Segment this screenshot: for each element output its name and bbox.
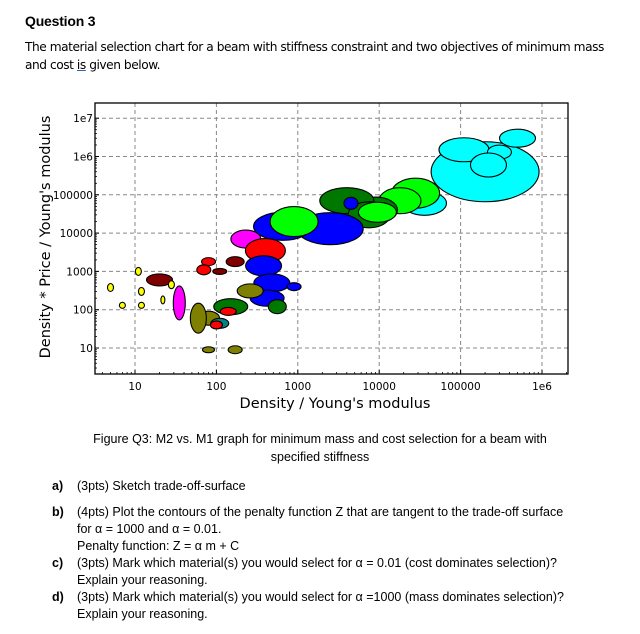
question-text: (3pts) Mark which material(s) you would … — [77, 556, 557, 570]
material-bubble-blue — [286, 282, 302, 292]
y-tick-label: 1000 — [66, 266, 93, 278]
axis-ticks: 10 100 1000 10000 100000 1e6 10 100 1000 10000 100… — [53, 113, 567, 393]
x-tick-label: 10 — [128, 381, 141, 393]
x-tick-label: 100000 — [441, 381, 481, 393]
material-bubble-yellow — [137, 286, 145, 296]
y-axis-label: Density * Price / Young's modulus — [38, 116, 54, 359]
y-tick-label: 10 — [80, 343, 93, 355]
question-label: a) — [52, 479, 64, 493]
material-bubble-blue — [245, 255, 283, 277]
figure-caption: Figure Q3: M2 vs. M1 graph for minimum m… — [60, 430, 580, 466]
question-text: for α = 1000 and α = 0.01. — [77, 522, 222, 536]
question-text: Explain your reasoning. — [77, 607, 208, 621]
question-title: Question 3 — [25, 13, 96, 29]
material-bubble-maroon — [212, 267, 228, 275]
material-bubble-yellow — [106, 282, 115, 293]
material-bubble-olive — [227, 345, 243, 355]
question-a: a) (3pts) Sketch trade-off-surface — [52, 478, 622, 495]
intro-text-end: given below. — [85, 58, 161, 72]
material-bubble-yellow — [167, 280, 175, 290]
question-list: a) (3pts) Sketch trade-off-surface b) (4… — [52, 478, 622, 623]
material-bubble-olive — [236, 283, 264, 299]
x-tick-label: 100 — [206, 381, 226, 393]
material-bubble-darkgreen — [267, 299, 287, 315]
question-text: Penalty function: Z = α m + C — [77, 539, 240, 553]
material-bubble-green — [357, 201, 397, 223]
question-text: (3pts) Mark which material(s) you would … — [77, 590, 564, 604]
material-bubble-red — [209, 320, 223, 330]
question-text: Explain your reasoning. — [77, 573, 208, 587]
question-text: (3pts) Sketch trade-off-surface — [77, 479, 246, 493]
material-bubble-yellow — [134, 266, 142, 276]
question-d: d) (3pts) Mark which material(s) you wou… — [52, 589, 622, 623]
material-bubble-yellow — [118, 301, 126, 309]
caption-line-2: specified stiffness — [270, 450, 370, 464]
grammar-underlined-word: is — [76, 58, 86, 72]
material-bubble-maroon — [225, 256, 245, 268]
x-tick-label: 1000 — [284, 381, 311, 393]
x-axis-label: Density / Young's modulus — [240, 396, 431, 412]
intro-paragraph: The material selection chart for a beam … — [25, 38, 615, 74]
y-tick-label: 1e6 — [73, 152, 93, 164]
material-bubble-green — [269, 206, 319, 238]
x-tick-label: 10000 — [362, 381, 395, 393]
y-tick-label: 100000 — [53, 190, 93, 202]
caption-line-1: Figure Q3: M2 vs. M1 graph for minimum m… — [93, 432, 547, 446]
question-label: d) — [52, 590, 64, 604]
material-bubble-magenta — [172, 285, 186, 321]
material-selection-chart: 10 100 1000 10000 100000 1e6 10 100 1000 10000 100… — [38, 102, 569, 412]
x-tick-label: 1e6 — [532, 381, 552, 393]
plot-frame — [94, 102, 569, 375]
material-bubble-red — [219, 306, 237, 317]
question-b: b) (4pts) Plot the contours of the penal… — [52, 504, 622, 555]
material-bubble-yellow — [160, 295, 166, 305]
material-bubble-olive — [201, 346, 216, 354]
material-bubble-olive — [189, 302, 207, 334]
y-tick-label: 1e7 — [73, 113, 93, 125]
material-bubble-yellow — [137, 301, 145, 309]
material-bubble-blue — [343, 196, 359, 210]
intro-text: The material selection chart for a beam … — [25, 40, 604, 72]
material-bubbles — [106, 128, 540, 355]
y-tick-label: 100 — [73, 305, 93, 317]
question-text: (4pts) Plot the contours of the penalty … — [77, 505, 564, 519]
material-bubble-cyan — [498, 128, 537, 148]
question-c: c) (3pts) Mark which material(s) you wou… — [52, 555, 622, 589]
material-bubble-maroon — [145, 273, 174, 287]
question-label: c) — [52, 556, 64, 570]
question-label: b) — [52, 505, 64, 519]
y-tick-label: 10000 — [60, 228, 93, 240]
material-bubble-red — [196, 264, 212, 276]
material-bubble-cyan — [469, 152, 508, 178]
